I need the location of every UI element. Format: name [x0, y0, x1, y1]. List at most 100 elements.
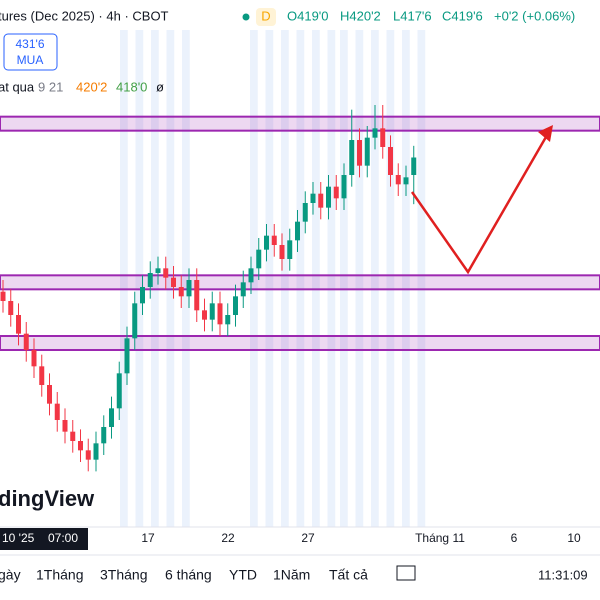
x-tick-label: 6	[511, 531, 518, 545]
session-band	[312, 30, 320, 527]
clock: 11:31:09	[538, 567, 588, 582]
candle-body	[23, 333, 29, 350]
candle-body	[0, 291, 6, 301]
session-band	[386, 30, 395, 527]
range-button[interactable]: 1Năm	[273, 567, 310, 583]
candle-body	[264, 235, 269, 250]
candle-body	[93, 443, 99, 460]
zone	[0, 115, 600, 132]
session-band	[120, 30, 128, 527]
candle-body	[109, 408, 114, 427]
candle-body	[333, 186, 339, 199]
buy-box[interactable]	[3, 33, 58, 71]
candle-body	[256, 249, 262, 269]
candle-body	[318, 193, 324, 208]
candle-body	[233, 296, 238, 315]
session-shading	[120, 30, 426, 527]
candle-body	[16, 315, 21, 334]
candle-body	[380, 128, 386, 147]
x-tick-label: 27	[301, 531, 315, 545]
candle-body	[124, 338, 130, 374]
session-band	[182, 30, 190, 527]
candle-body	[271, 235, 277, 245]
x-tick-label: 17	[141, 531, 155, 545]
candle-body	[372, 128, 378, 138]
candle-body	[279, 245, 285, 259]
session-band	[250, 30, 258, 527]
candle-body	[47, 385, 52, 404]
candle-body	[132, 303, 138, 339]
ma1-value: 420'2	[76, 79, 107, 94]
candle-body	[341, 175, 347, 199]
candle-body	[240, 282, 246, 297]
candle-body	[186, 280, 192, 297]
session-band	[402, 30, 410, 527]
session-band	[166, 30, 175, 527]
candle-body	[310, 193, 316, 203]
current-time: 07:00	[48, 531, 78, 545]
range-button[interactable]: gày	[0, 567, 21, 583]
x-tick-label: Tháng 11	[415, 531, 465, 545]
buy-price: 431'6	[16, 37, 45, 51]
candle-body	[85, 450, 91, 460]
indicator-symbol: ø	[156, 79, 164, 94]
candle-body	[155, 268, 161, 273]
candle-body	[116, 373, 122, 409]
candle-body	[31, 350, 37, 367]
zone	[0, 274, 600, 291]
candle-body	[8, 301, 14, 315]
x-tick-label: 22	[221, 531, 235, 545]
indicator-name: at qua	[0, 79, 35, 94]
candle-body	[287, 240, 293, 259]
zone	[0, 335, 600, 351]
candle-body	[54, 403, 60, 420]
buy-label: MUA	[17, 53, 44, 67]
change: +0'2 (+0.06%)	[494, 8, 575, 23]
candle-body	[178, 287, 184, 297]
badge: D	[261, 8, 270, 23]
candle-body	[209, 303, 215, 320]
ohlc-low: L417'6	[393, 8, 432, 23]
candle-body	[70, 431, 76, 441]
range-button[interactable]: YTD	[229, 567, 257, 583]
status-dot	[242, 13, 250, 21]
projection-arrow	[410, 129, 552, 275]
candle-body	[403, 177, 409, 185]
session-band	[371, 30, 379, 527]
range-button[interactable]: 6 tháng	[165, 567, 212, 583]
range-button[interactable]: 1Tháng	[36, 567, 83, 583]
candle-body	[78, 441, 83, 451]
candle-body	[295, 221, 300, 241]
candle-body	[326, 186, 331, 208]
candle-body	[364, 137, 370, 166]
candle-body	[147, 273, 153, 287]
badge-bg	[256, 8, 276, 26]
x-tick-label: 10	[567, 531, 581, 545]
session-band	[296, 30, 305, 527]
logo: dingView	[0, 486, 95, 511]
candle-body	[411, 157, 417, 175]
candle-body	[171, 277, 176, 287]
ohlc-open: O419'0	[287, 8, 329, 23]
symbol: tures (Dec 2025) · 4h · CBOT	[0, 8, 169, 23]
candle-body	[101, 427, 107, 444]
session-band	[327, 30, 336, 527]
session-band	[355, 30, 364, 527]
candle-body	[140, 287, 145, 304]
range-button[interactable]: Tất cả	[329, 567, 368, 583]
session-band	[135, 30, 144, 527]
ma2-value: 418'0	[116, 79, 147, 94]
ohlc-close: C419'6	[442, 8, 483, 23]
session-band	[265, 30, 274, 527]
candle-body	[349, 140, 355, 175]
date-range-icon[interactable]	[396, 565, 416, 581]
ohlc-high: H420'2	[340, 8, 381, 23]
candle-body	[194, 280, 200, 311]
range-button[interactable]: 3Tháng	[100, 567, 147, 583]
candle-body	[217, 303, 223, 325]
current-date-box	[0, 528, 88, 550]
candle-body	[62, 420, 68, 432]
candle-body	[163, 268, 169, 278]
